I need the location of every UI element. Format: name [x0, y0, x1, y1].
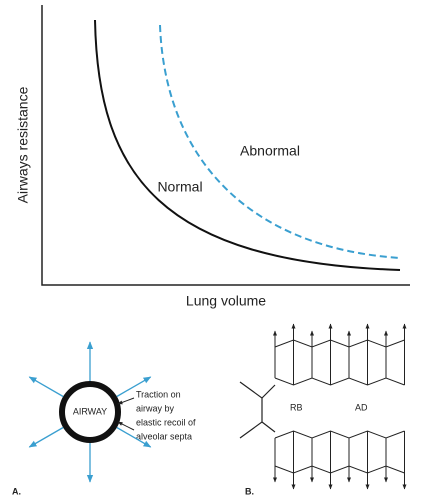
airway-branch	[261, 384, 276, 433]
alveolar-wall	[274, 377, 405, 386]
panel-b: RB AD B.	[239, 323, 407, 496]
panel-label: A.	[12, 486, 21, 496]
region-label: AD	[355, 402, 368, 412]
annotation: airway by	[136, 403, 175, 413]
panel-label: B.	[245, 486, 254, 496]
airway-ring	[59, 381, 121, 443]
abnormal-curve	[159, 24, 401, 259]
traction-arrow	[28, 426, 64, 448]
leader	[117, 421, 135, 431]
airway-branch	[239, 381, 263, 439]
annotation: elastic recoil of	[136, 417, 196, 427]
curve-label: Normal	[157, 179, 202, 195]
axes	[41, 5, 410, 286]
traction-arrow	[116, 376, 152, 398]
y-axis-label: Airways resistance	[15, 86, 31, 203]
alveolar-wall	[274, 430, 405, 439]
traction-arrow	[116, 426, 152, 448]
normal-curve	[94, 19, 401, 271]
region-label: RB	[290, 402, 303, 412]
x-axis-label: Lung volume	[186, 293, 266, 309]
annotation: Traction on	[136, 389, 181, 399]
alveolar-wall	[274, 465, 405, 474]
graph: Airways resistance Lung volume Normal Ab…	[15, 5, 410, 309]
alveolar-wall	[274, 339, 405, 348]
airway-label: AIRWAY	[73, 406, 107, 416]
curve-label: Abnormal	[240, 143, 300, 159]
leader	[117, 397, 135, 405]
annotation: alveolar septa	[136, 431, 192, 441]
panel-a: AIRWAY Traction on airway by elastic rec…	[12, 341, 196, 496]
traction-arrow	[28, 376, 64, 398]
